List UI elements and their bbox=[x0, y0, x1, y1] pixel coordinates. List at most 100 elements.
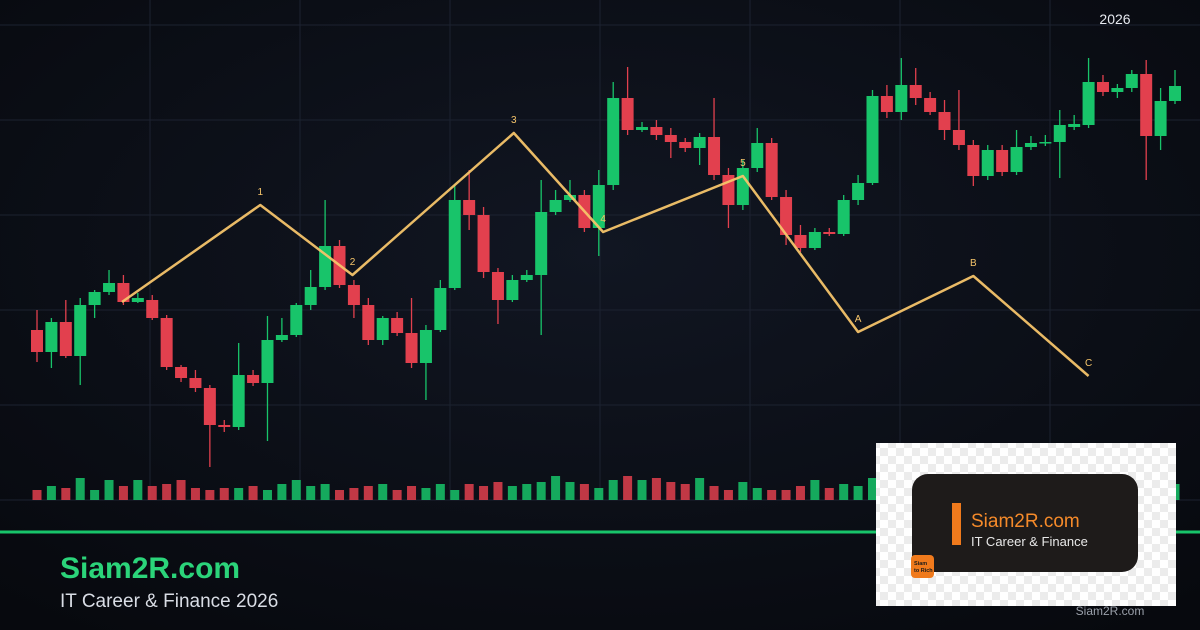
candle-body bbox=[996, 150, 1009, 172]
candle-body bbox=[535, 212, 548, 275]
volume-bar bbox=[205, 490, 215, 500]
wave-line bbox=[121, 131, 1090, 377]
volume-bar bbox=[795, 486, 805, 500]
candle-body bbox=[650, 127, 663, 135]
candle-body bbox=[247, 375, 260, 383]
candle-body bbox=[592, 185, 605, 228]
volume-bar bbox=[594, 488, 604, 500]
candle-body bbox=[1154, 101, 1167, 136]
candle-body bbox=[391, 318, 404, 333]
volume-bar bbox=[306, 486, 316, 500]
candle-body bbox=[679, 142, 692, 148]
volume-bar bbox=[335, 490, 345, 500]
candle-body bbox=[59, 322, 72, 356]
candle-body bbox=[376, 318, 389, 340]
candle-body bbox=[895, 85, 908, 112]
candle-body bbox=[636, 127, 649, 130]
candle-body bbox=[261, 340, 274, 383]
candle-body bbox=[117, 283, 130, 302]
volume-bar bbox=[118, 486, 128, 500]
candle-body bbox=[362, 305, 375, 340]
year-label: 2026 bbox=[1099, 11, 1130, 27]
candle-body bbox=[1039, 142, 1052, 144]
volume-bar bbox=[695, 478, 705, 500]
candle-body bbox=[491, 272, 504, 300]
volume-bar bbox=[421, 488, 431, 500]
wave-label: 1 bbox=[257, 187, 263, 198]
candle-body bbox=[808, 232, 821, 248]
candle-body bbox=[924, 98, 937, 112]
candle-body bbox=[736, 168, 749, 205]
volume-bar bbox=[176, 480, 186, 500]
volume-bar bbox=[608, 480, 618, 500]
volume-bar bbox=[392, 490, 402, 500]
candle-body bbox=[880, 96, 893, 112]
volume-bar bbox=[551, 476, 561, 500]
candle-body bbox=[1169, 86, 1181, 101]
candle-body bbox=[549, 200, 562, 212]
candle-body bbox=[434, 288, 447, 330]
volume-bar bbox=[781, 490, 791, 500]
candle-body bbox=[563, 195, 576, 200]
wave-label: 4 bbox=[600, 214, 606, 225]
volume-bar bbox=[752, 488, 762, 500]
candle-body bbox=[1010, 147, 1023, 172]
volume-bar bbox=[853, 486, 863, 500]
wave-label: 3 bbox=[511, 115, 517, 126]
candle-body bbox=[146, 300, 159, 318]
candle-body bbox=[131, 298, 144, 302]
volume-bar bbox=[248, 486, 258, 500]
volume-bar bbox=[651, 478, 661, 500]
volume-bar bbox=[839, 484, 849, 500]
badge bbox=[911, 555, 934, 578]
candle-body bbox=[765, 143, 778, 197]
badge-text: Siam bbox=[914, 561, 927, 567]
candle-body bbox=[477, 215, 490, 272]
watermark: Siam2R.com bbox=[1076, 604, 1145, 618]
volume-bar bbox=[709, 486, 719, 500]
candle-body bbox=[103, 283, 116, 292]
candle-body bbox=[31, 330, 43, 352]
candle-body bbox=[74, 305, 87, 356]
volume-bar bbox=[824, 488, 834, 500]
volume-bar bbox=[190, 488, 200, 500]
candle-body bbox=[967, 145, 980, 176]
candle-body bbox=[909, 85, 922, 98]
volume-bar bbox=[623, 476, 633, 500]
volume-bar bbox=[378, 484, 388, 500]
wave-label: A bbox=[855, 314, 862, 325]
candle-body bbox=[823, 232, 836, 234]
volume-bar bbox=[75, 478, 85, 500]
logo-bar bbox=[952, 503, 961, 545]
candle-body bbox=[275, 335, 288, 340]
candle-body bbox=[175, 367, 188, 378]
candle-body bbox=[1111, 88, 1124, 92]
volume-bar bbox=[277, 484, 287, 500]
candle-body bbox=[45, 322, 58, 352]
volume-bar bbox=[407, 486, 417, 500]
logo-panel bbox=[912, 474, 1138, 572]
candle-body bbox=[866, 96, 879, 183]
wave-label: C bbox=[1085, 358, 1092, 369]
volume-bar bbox=[810, 480, 820, 500]
candle-body bbox=[1096, 82, 1109, 92]
volume-bar bbox=[363, 486, 373, 500]
volume-bar bbox=[579, 484, 589, 500]
volume-bar bbox=[435, 484, 445, 500]
wave-label: B bbox=[970, 258, 977, 269]
candle-body bbox=[794, 235, 807, 248]
candle-body bbox=[405, 333, 418, 363]
candle-body bbox=[852, 183, 865, 200]
volume-bar bbox=[507, 486, 517, 500]
brand-title: Siam2R.com bbox=[60, 552, 240, 585]
volume-bar bbox=[262, 490, 272, 500]
candle-body bbox=[218, 425, 231, 427]
candle-body bbox=[837, 200, 850, 234]
volume-bar bbox=[450, 490, 460, 500]
candle-body bbox=[780, 197, 793, 235]
candle-body bbox=[419, 330, 432, 363]
volume-bar bbox=[291, 480, 301, 500]
candle-body bbox=[232, 375, 245, 427]
volume-bar bbox=[46, 486, 56, 500]
